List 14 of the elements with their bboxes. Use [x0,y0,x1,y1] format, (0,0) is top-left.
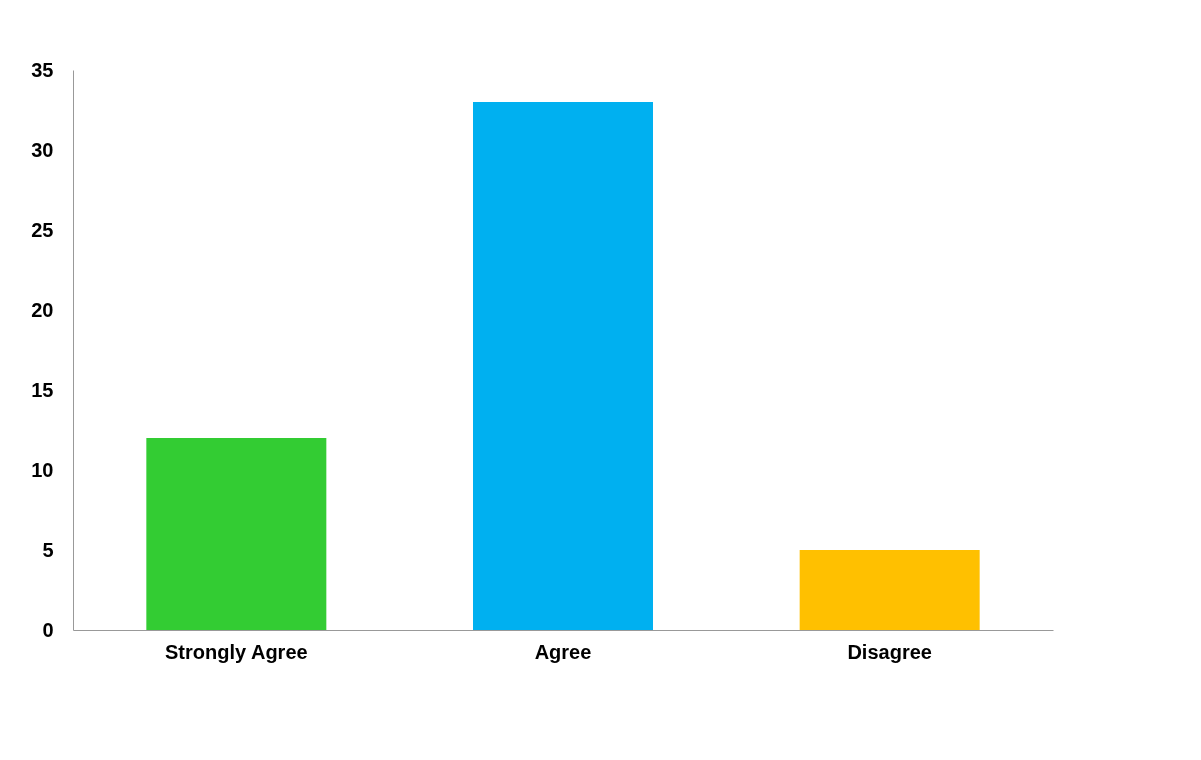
y-tick-label: 20 [31,298,54,321]
bar [473,102,653,630]
x-tick-label: Disagree [847,640,932,663]
y-tick-label: 35 [31,58,54,81]
y-tick-label: 30 [31,138,54,161]
y-tick-label: 10 [31,458,54,481]
y-tick-label: 15 [31,378,54,401]
bar [146,438,327,630]
y-tick-label: 5 [42,538,54,561]
y-tick-label: 0 [42,618,54,641]
x-tick-label: Agree [534,640,592,663]
x-tick-label: Strongly Agree [165,640,308,663]
bar [799,550,980,630]
y-tick-label: 25 [31,218,54,241]
